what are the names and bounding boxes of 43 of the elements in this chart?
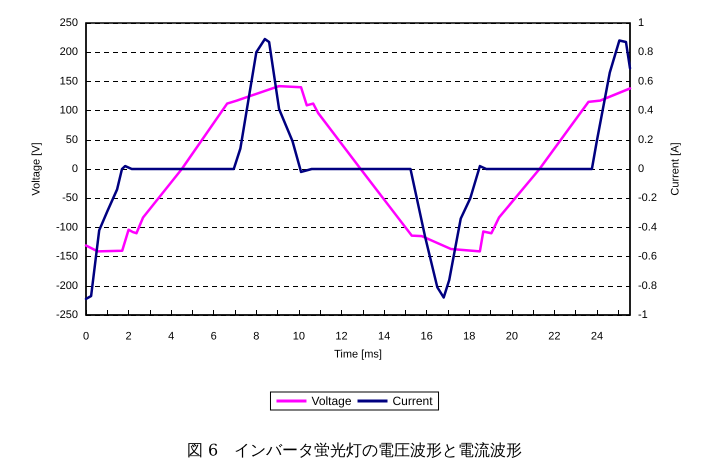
y-tick-label: 250 — [60, 17, 78, 29]
y2-tick-label: -1 — [638, 309, 648, 321]
x-tick-label: 24 — [590, 330, 604, 342]
x-tick-label: 6 — [210, 330, 217, 342]
line-series — [84, 38, 632, 300]
y-tick-label: -250 — [56, 309, 78, 321]
x-tick-label: 20 — [506, 330, 518, 342]
y-tick-label: 0 — [72, 163, 78, 175]
y2-tick-label: -0.2 — [638, 192, 657, 204]
y-tick-label: 50 — [66, 134, 78, 146]
x-tick-label: 8 — [253, 330, 260, 342]
y-axis-title: Voltage [V] — [30, 142, 42, 196]
y2-tick-label: 0.6 — [638, 75, 654, 88]
x-tick-label: 18 — [463, 330, 476, 342]
x-tick-label: 16 — [420, 330, 433, 342]
x-tick-label: 12 — [335, 330, 348, 342]
y2-tick-label: -0.8 — [638, 280, 657, 292]
y2-tick-label: 0.8 — [638, 46, 654, 58]
y-tick-label: 100 — [60, 104, 78, 117]
legend-label: Current — [392, 394, 434, 408]
y2-tick-label: -0.6 — [638, 250, 657, 263]
x-tick-label: 14 — [378, 330, 390, 342]
y2-axis-title: Current [A] — [670, 142, 682, 196]
y-tick-label: -100 — [56, 221, 78, 234]
x-tick-label: 4 — [168, 330, 174, 342]
x-tick-label: 10 — [292, 330, 306, 342]
x-tick-label: 0 — [82, 330, 90, 342]
y-tick-label: 150 — [60, 75, 78, 88]
y2-tick-label: 0 — [638, 163, 644, 175]
y2-tick-label: 0.2 — [638, 134, 654, 146]
x-axis-title: Time [ms] — [334, 348, 382, 360]
y2-tick-label: 1 — [638, 17, 644, 29]
legend-label: Voltage — [311, 394, 352, 408]
y2-tick-label: 0.4 — [638, 104, 654, 117]
y2-tick-label: -0.4 — [638, 221, 657, 234]
caption: 図 6 インバータ蛍光灯の電圧波形と電流波形 — [186, 440, 522, 460]
y-tick-label: -150 — [56, 250, 78, 263]
line-series — [84, 84, 632, 253]
y-tick-label: -50 — [62, 192, 78, 204]
y-tick-label: 200 — [60, 46, 78, 58]
y-tick-label: -200 — [56, 280, 78, 292]
x-tick-label: 22 — [548, 330, 561, 342]
x-tick-label: 2 — [126, 330, 132, 342]
